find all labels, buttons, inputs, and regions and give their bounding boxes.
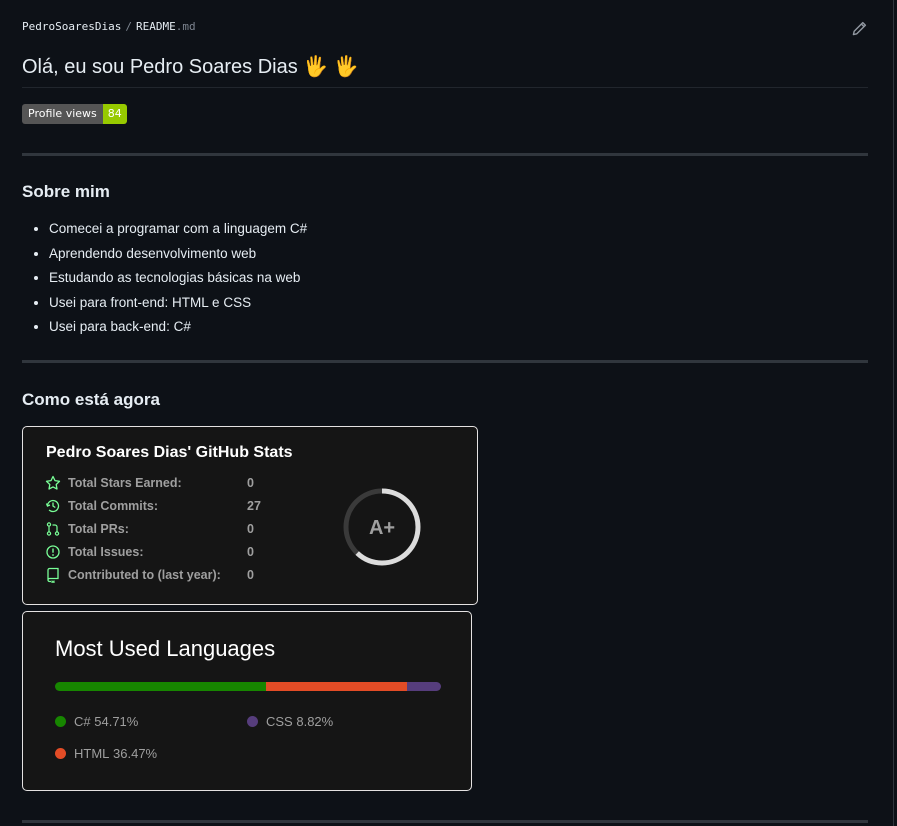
list-item: Estudando as tecnologias básicas na web bbox=[49, 267, 307, 292]
rank-circle: A+ bbox=[343, 488, 421, 566]
divider bbox=[22, 360, 868, 363]
stat-value: 27 bbox=[247, 499, 261, 513]
section-title-now: Como está agora bbox=[22, 390, 160, 409]
star-icon bbox=[45, 475, 61, 490]
stat-row-issues: Total Issues: 0 bbox=[45, 543, 254, 561]
list-item: Usei para front-end: HTML e CSS bbox=[49, 292, 307, 317]
stat-row-commits: Total Commits: 27 bbox=[45, 497, 261, 515]
stat-row-prs: Total PRs: 0 bbox=[45, 520, 254, 538]
language-name: CSS bbox=[266, 714, 293, 729]
language-bar-segment bbox=[266, 682, 407, 691]
github-stats-card[interactable]: Pedro Soares Dias' GitHub Stats Total St… bbox=[22, 426, 478, 605]
language-dot bbox=[247, 716, 258, 727]
heading-divider bbox=[22, 87, 868, 88]
stat-row-stars: Total Stars Earned: 0 bbox=[45, 474, 254, 492]
breadcrumb-owner[interactable]: PedroSoaresDias bbox=[22, 20, 122, 33]
breadcrumb-ext: .md bbox=[175, 20, 196, 33]
language-bar-segment bbox=[55, 682, 267, 691]
right-border bbox=[893, 0, 894, 826]
breadcrumb-separator: / bbox=[125, 20, 132, 33]
stat-value: 0 bbox=[247, 476, 254, 490]
language-name: C# bbox=[74, 714, 91, 729]
issue-icon bbox=[46, 545, 60, 559]
language-item-css: CSS 8.82% bbox=[247, 714, 333, 729]
list-item: Usei para back-end: C# bbox=[49, 316, 307, 341]
history-icon bbox=[45, 499, 60, 513]
language-dot bbox=[55, 716, 66, 727]
rank-progress-arc bbox=[343, 488, 421, 566]
language-bar-segment bbox=[406, 682, 441, 691]
stat-row-contributed: Contributed to (last year): 0 bbox=[45, 566, 254, 584]
divider bbox=[22, 820, 868, 823]
language-percent: 36.47% bbox=[113, 746, 158, 761]
languages-title: Most Used Languages bbox=[55, 636, 276, 661]
stat-label: Total Commits: bbox=[68, 499, 159, 513]
stat-value: 0 bbox=[247, 522, 254, 536]
list-item: Comecei a programar com a linguagem C# bbox=[49, 218, 307, 243]
language-item-html: HTML 36.47% bbox=[55, 746, 157, 761]
edit-pencil-icon[interactable] bbox=[851, 21, 867, 37]
badge-count: 84 bbox=[102, 104, 127, 124]
language-percent: 8.82% bbox=[296, 714, 334, 729]
pull-request-icon bbox=[46, 522, 60, 536]
badge-label: Profile views bbox=[22, 104, 103, 124]
language-percent: 54.71% bbox=[94, 714, 139, 729]
rank-grade: A+ bbox=[369, 517, 395, 539]
stats-title: Pedro Soares Dias' GitHub Stats bbox=[46, 444, 293, 461]
section-title-about: Sobre mim bbox=[22, 182, 110, 201]
stat-label: Total Issues: bbox=[68, 545, 144, 559]
profile-views-badge: Profile views 84 bbox=[22, 104, 127, 124]
language-dot bbox=[55, 748, 66, 759]
repo-icon bbox=[47, 567, 59, 583]
page-heading: Olá, eu sou Pedro Soares Dias 🖐 🖐 bbox=[22, 56, 359, 78]
divider bbox=[22, 153, 868, 156]
language-item-csharp: C# 54.71% bbox=[55, 714, 138, 729]
language-name: HTML bbox=[74, 746, 110, 761]
breadcrumb-file: README bbox=[135, 20, 176, 33]
about-list: Comecei a programar com a linguagem C# A… bbox=[22, 218, 307, 341]
stat-label: Total Stars Earned: bbox=[68, 476, 182, 490]
list-item: Aprendendo desenvolvimento web bbox=[49, 243, 307, 268]
stat-value: 0 bbox=[247, 568, 254, 582]
stat-label: Total PRs: bbox=[68, 522, 129, 536]
most-used-languages-card[interactable]: Most Used Languages C# 54.71% HTML 36.47… bbox=[22, 611, 472, 791]
breadcrumb: PedroSoaresDias / README.md bbox=[22, 20, 196, 33]
languages-progress-bar bbox=[55, 682, 441, 691]
stat-value: 0 bbox=[247, 545, 254, 559]
stat-label: Contributed to (last year): bbox=[68, 568, 221, 582]
